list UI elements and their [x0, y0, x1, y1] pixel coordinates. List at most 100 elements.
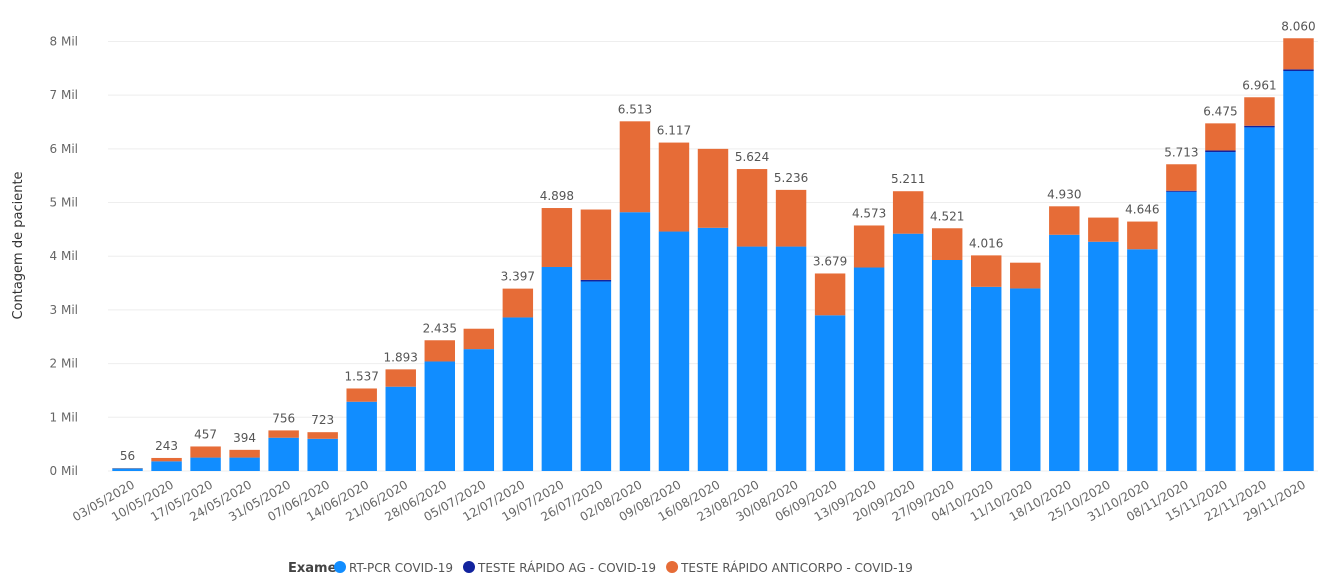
bar-segment[interactable]: [463, 349, 495, 471]
bar-segment[interactable]: [892, 191, 924, 234]
bar-segment[interactable]: [1049, 206, 1080, 235]
bar-segment[interactable]: [1010, 262, 1041, 289]
bar-segment[interactable]: [697, 148, 729, 228]
y-tick-label: 4 Mil: [50, 249, 78, 263]
bar-segment[interactable]: [346, 401, 377, 471]
bar-segment[interactable]: [541, 266, 573, 471]
bar-segment[interactable]: [658, 231, 690, 471]
data-label: 6.117: [657, 124, 691, 138]
legend-marker[interactable]: [334, 561, 346, 573]
bar-segment[interactable]: [229, 449, 260, 458]
bar-segment[interactable]: [1283, 71, 1314, 471]
bar-segment[interactable]: [814, 315, 846, 471]
data-label: 3.679: [813, 254, 847, 268]
bar-segment[interactable]: [268, 437, 299, 471]
bar-segment[interactable]: [1127, 221, 1158, 250]
bar-segment[interactable]: [931, 228, 963, 260]
bar-segment[interactable]: [385, 369, 416, 387]
bar-segment[interactable]: [971, 255, 1002, 287]
bar-segment[interactable]: [814, 273, 846, 316]
bar-segment[interactable]: [971, 286, 1002, 471]
data-label: 6.475: [1203, 104, 1237, 118]
bar-segment[interactable]: [1244, 125, 1275, 128]
data-label: 394: [233, 431, 256, 445]
y-tick-label: 1 Mil: [50, 410, 78, 424]
data-label: 4.930: [1047, 187, 1081, 201]
bar-segment[interactable]: [385, 386, 416, 471]
bar-segment[interactable]: [307, 438, 338, 471]
bar-segment[interactable]: [1205, 152, 1236, 472]
bar-segment[interactable]: [151, 457, 182, 462]
bar-segment[interactable]: [775, 189, 807, 247]
bar-segment[interactable]: [580, 281, 612, 471]
bar-segment[interactable]: [502, 288, 534, 318]
bar-segment[interactable]: [268, 430, 299, 438]
bar-segment[interactable]: [736, 246, 768, 471]
bar-segment[interactable]: [1205, 123, 1236, 151]
data-label: 5.624: [735, 150, 769, 164]
bar-segment[interactable]: [658, 142, 690, 232]
bar-segment[interactable]: [112, 468, 143, 471]
bar-segment[interactable]: [1283, 38, 1314, 70]
bar-segment[interactable]: [1088, 241, 1119, 471]
bar-segment[interactable]: [190, 446, 221, 458]
y-tick-label: 8 Mil: [50, 34, 78, 48]
data-label: 4.016: [969, 236, 1003, 250]
bar-segment[interactable]: [1283, 69, 1314, 72]
data-label: 5.211: [891, 172, 925, 186]
bar-segment[interactable]: [190, 457, 221, 471]
bar-segment[interactable]: [853, 267, 885, 471]
bar-segment[interactable]: [1166, 164, 1197, 191]
bar-segment[interactable]: [892, 233, 924, 471]
y-axis-ticks: 0 Mil 1 Mil 2 Mil 3 Mil 4 Mil 5 Mil 6 Mil 7 Mil…: [50, 34, 78, 478]
bar-segment[interactable]: [736, 169, 768, 247]
bar-segment[interactable]: [1127, 249, 1158, 471]
bars: [112, 38, 1314, 472]
bar-segment[interactable]: [502, 317, 534, 471]
bar-segment[interactable]: [580, 279, 612, 282]
bar-segment[interactable]: [619, 121, 651, 213]
y-tick-label: 2 Mil: [50, 357, 78, 371]
data-label: 4.521: [930, 209, 964, 223]
bar-segment[interactable]: [1244, 127, 1275, 471]
bar-segment[interactable]: [1166, 190, 1197, 192]
bar-segment[interactable]: [463, 328, 495, 350]
y-axis-label: Contagem de paciente: [11, 171, 26, 319]
bar-segment[interactable]: [697, 227, 729, 471]
bar-segment[interactable]: [424, 340, 455, 362]
bar-segment[interactable]: [1010, 288, 1041, 471]
legend-title: Exame: [288, 561, 337, 576]
legend-entry[interactable]: TESTE RÁPIDO ANTICORPO - COVID-19: [680, 560, 913, 575]
bar-segment[interactable]: [1166, 191, 1197, 472]
bar-segment[interactable]: [229, 457, 260, 471]
legend-entry[interactable]: RT-PCR COVID-19: [349, 561, 453, 575]
bar-segment[interactable]: [1205, 150, 1236, 153]
bar-segment[interactable]: [307, 432, 338, 439]
bar-segment[interactable]: [541, 208, 573, 267]
bar-segment[interactable]: [931, 259, 963, 471]
bar-segment[interactable]: [775, 246, 807, 471]
data-label: 457: [194, 427, 217, 441]
bar-segment[interactable]: [1244, 97, 1275, 126]
bar-segment[interactable]: [580, 209, 612, 280]
bar-segment[interactable]: [1088, 217, 1119, 242]
data-label: 243: [155, 439, 178, 453]
data-label: 4.573: [852, 206, 886, 220]
bar-segment[interactable]: [346, 388, 377, 402]
data-label: 4.898: [540, 189, 574, 203]
data-label: 1.893: [384, 350, 418, 364]
bar-segment[interactable]: [619, 212, 651, 471]
bar-segment[interactable]: [424, 361, 455, 471]
legend: Exame RT-PCR COVID-19 TESTE RÁPIDO AG - C…: [288, 560, 913, 576]
data-label: 6.513: [618, 102, 652, 116]
bar-segment[interactable]: [1049, 234, 1080, 471]
x-axis-ticks: 03/05/202010/05/202017/05/202024/05/2020…: [70, 477, 1308, 524]
legend-entry[interactable]: TESTE RÁPIDO AG - COVID-19: [477, 560, 656, 575]
bar-segment[interactable]: [853, 225, 885, 268]
data-label: 756: [272, 411, 295, 425]
bar-segment[interactable]: [151, 461, 182, 471]
legend-marker[interactable]: [666, 561, 679, 573]
legend-marker[interactable]: [463, 561, 475, 573]
data-label: 4.646: [1125, 203, 1159, 217]
